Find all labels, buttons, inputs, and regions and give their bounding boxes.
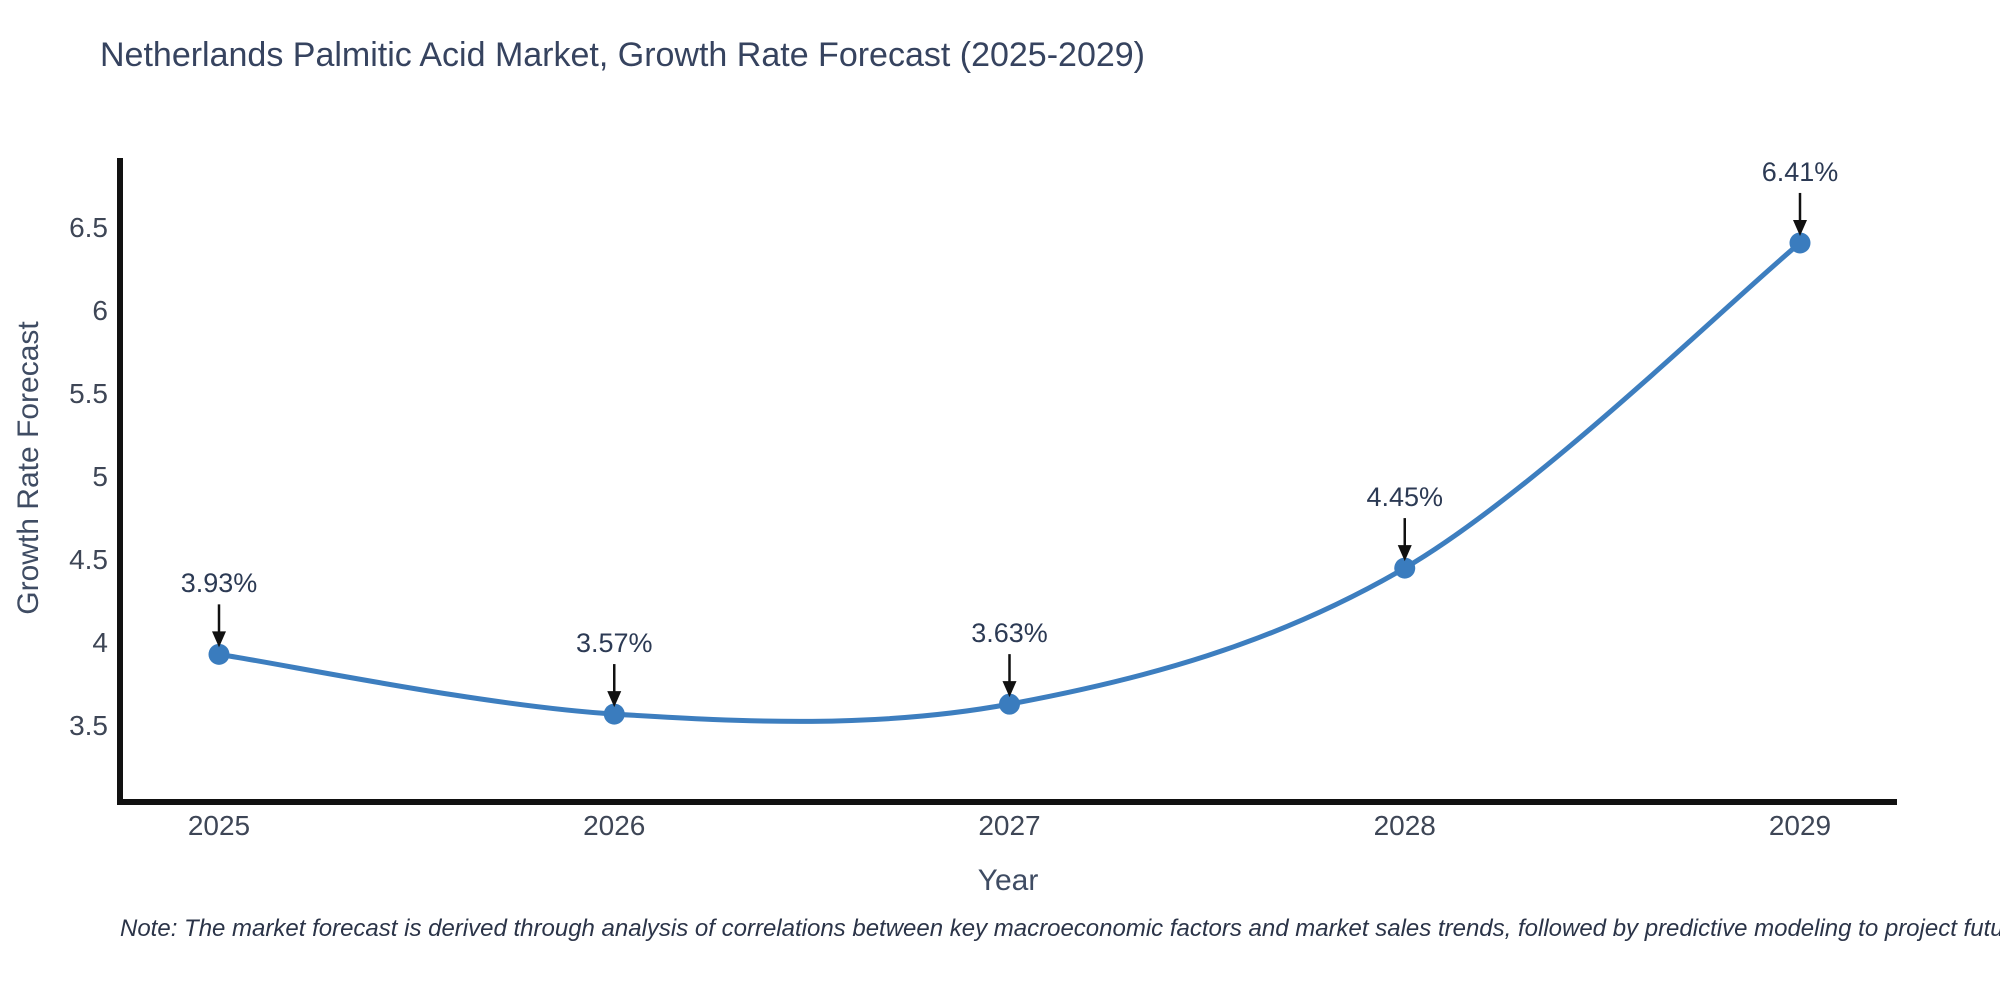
y-tick-label: 6.5 (69, 212, 108, 243)
x-tick-label-2029: 2029 (1768, 810, 1832, 841)
data-point-2028[interactable] (1394, 557, 1416, 579)
annotation-arrowhead-icon (1002, 681, 1017, 698)
point-value-label-2027: 3.63% (971, 618, 1048, 649)
annotation-arrowhead-icon (1793, 219, 1807, 236)
chart-title: Netherlands Palmitic Acid Market, Growth… (100, 36, 1146, 74)
data-point-2027[interactable] (999, 693, 1020, 715)
y-tick-label: 4 (92, 626, 108, 658)
point-value-label-2025: 3.93% (180, 568, 258, 599)
y-tick-label: 4.5 (69, 543, 108, 575)
annotation-arrowhead-icon (1397, 545, 1412, 562)
x-tick-label-2026: 2026 (583, 810, 646, 841)
y-tick-label: 5.5 (69, 377, 108, 409)
annotation-arrowhead-icon (212, 631, 226, 648)
x-tick-label-2027: 2027 (978, 810, 1041, 841)
data-point-2026[interactable] (603, 703, 625, 725)
point-value-label-2028: 4.45% (1366, 482, 1444, 513)
point-value-label-2026: 3.57% (575, 628, 653, 659)
y-tick-label: 5 (92, 460, 108, 492)
x-axis-title: Year (977, 864, 1039, 897)
y-tick-label: 6 (92, 294, 108, 326)
y-tick-label: 3.5 (69, 709, 108, 741)
footnote: Note: The market forecast is derived thr… (120, 915, 2000, 942)
point-value-label-2029: 6.41% (1761, 156, 1839, 187)
data-point-2029[interactable] (1789, 232, 1811, 254)
x-tick-label-2028: 2028 (1373, 810, 1436, 841)
annotation-arrowhead-icon (607, 691, 622, 708)
x-tick-label-2025: 2025 (187, 810, 251, 841)
forecast-line (216, 240, 1803, 724)
data-point-2025[interactable] (208, 643, 230, 665)
